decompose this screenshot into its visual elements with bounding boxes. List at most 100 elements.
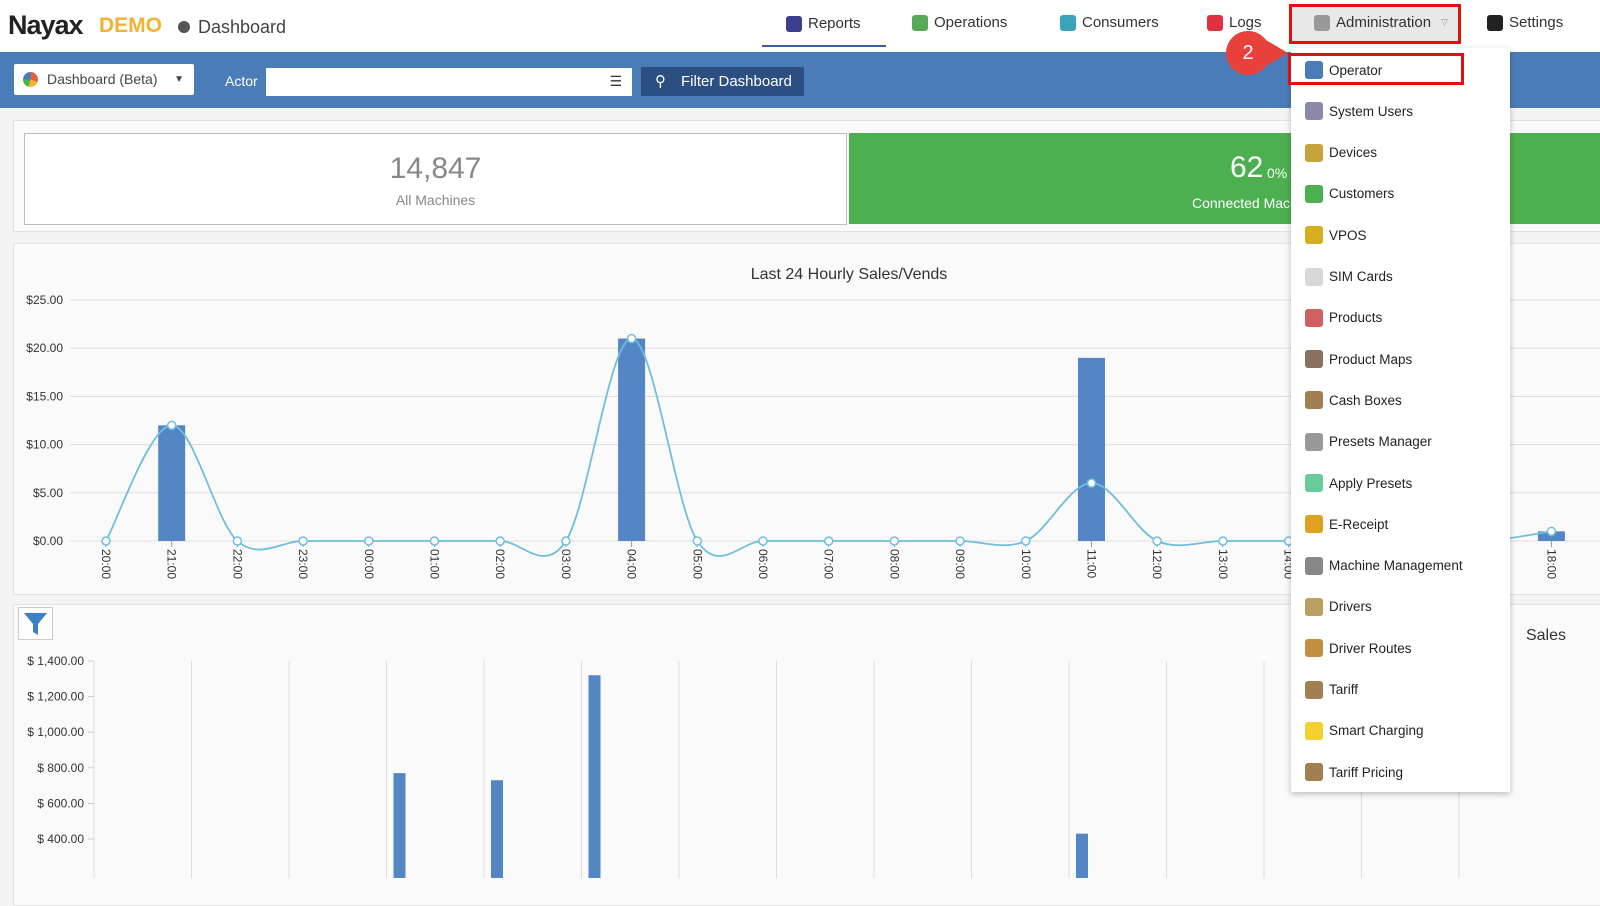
- menu-text: Tariff Pricing: [1329, 764, 1404, 780]
- menu-text: Tariff: [1329, 682, 1359, 697]
- point: [758, 536, 768, 546]
- nav-text: Consumers: [1082, 14, 1159, 31]
- menu-item[interactable]: Customers: [1305, 184, 1394, 203]
- menu-icon: [1305, 143, 1323, 162]
- select-text: Dashboard (Beta): [47, 71, 158, 87]
- filter-button[interactable]: ⚲ Filter Dashboard: [641, 67, 804, 96]
- menu-icon: [1305, 432, 1323, 451]
- menu-icon: [1305, 267, 1323, 286]
- point: [955, 536, 965, 546]
- x-tick-label: 21:00: [165, 549, 179, 579]
- nav-icon: [1060, 14, 1076, 31]
- point: [298, 536, 308, 546]
- menu-item[interactable]: Drivers: [1305, 597, 1372, 616]
- point: [692, 536, 703, 546]
- step-badge: 2: [1226, 30, 1288, 76]
- y-tick-label: $ 1,000.00: [27, 725, 84, 739]
- y-tick-label: $10.00: [26, 438, 63, 452]
- menu-icon: [1305, 639, 1323, 658]
- bar: [1537, 531, 1565, 541]
- kpi-suffix: 0%: [1267, 165, 1288, 181]
- point: [1152, 536, 1162, 546]
- kpi-label: Connected Machines: [1192, 195, 1324, 211]
- menu-text: Apply Presets: [1329, 475, 1413, 491]
- menu-text: Products: [1329, 310, 1383, 326]
- menu-item[interactable]: Apply Presets: [1305, 474, 1412, 492]
- point: [561, 536, 571, 546]
- logo-badge: DEMO: [99, 14, 162, 37]
- menu-item[interactable]: VPOS: [1305, 226, 1367, 245]
- menu-icon: [1305, 61, 1323, 79]
- menu-item[interactable]: Tariff Pricing: [1305, 763, 1404, 782]
- y-tick-label: $15.00: [26, 389, 63, 403]
- nav-item[interactable]: Reports: [786, 15, 861, 32]
- menu-item[interactable]: E-Receipt: [1305, 515, 1389, 534]
- menu-icon: [1305, 391, 1323, 410]
- menu-icon: [1305, 763, 1323, 782]
- menu-text: E-Receipt: [1329, 516, 1389, 532]
- menu-text: Smart Charging: [1329, 723, 1424, 739]
- dot: [178, 21, 190, 33]
- nav-item[interactable]: Logs: [1207, 14, 1262, 31]
- menu-item[interactable]: Machine Management: [1305, 556, 1463, 575]
- x-tick-label: 09:00: [953, 549, 967, 579]
- point: [101, 536, 111, 546]
- nav-icon: [1207, 14, 1223, 31]
- highlight-box: [1288, 53, 1464, 85]
- point: [1086, 478, 1097, 488]
- bar: [588, 675, 601, 878]
- x-tick-label: 12:00: [1150, 549, 1164, 579]
- menu-text: SIM Cards: [1329, 269, 1393, 284]
- bar: [1078, 357, 1105, 541]
- menu-item[interactable]: System Users: [1305, 102, 1413, 121]
- nav-item[interactable]: Consumers: [1060, 14, 1159, 31]
- menu-item[interactable]: Presets Manager: [1305, 432, 1432, 451]
- menu-item[interactable]: Devices: [1305, 143, 1377, 162]
- x-tick-label: 07:00: [822, 549, 836, 579]
- nav-item[interactable]: Settings: [1487, 14, 1563, 31]
- kpi-value: 62: [1230, 151, 1264, 184]
- menu-text: VPOS: [1329, 227, 1367, 243]
- x-tick-label: 20:00: [99, 549, 113, 579]
- menu-item[interactable]: SIM Cards: [1305, 267, 1393, 286]
- header: Nayax DEMO Dashboard Reports Operations Co…: [0, 0, 1600, 52]
- y-tick-label: $5.00: [33, 486, 63, 500]
- nav-item[interactable]: Administration ▽: [1314, 14, 1448, 31]
- menu-icon: [1305, 515, 1323, 534]
- menu-item[interactable]: Tariff: [1305, 680, 1359, 699]
- actor-label: Actor: [225, 73, 258, 89]
- menu-item[interactable]: Operator: [1305, 61, 1382, 79]
- y-tick-label: $20.00: [26, 341, 63, 355]
- point: [1546, 526, 1557, 537]
- menu-item[interactable]: Products: [1305, 308, 1383, 327]
- x-tick-label: 10:00: [1019, 549, 1033, 579]
- nav-icon: [786, 15, 802, 32]
- filter-toggle[interactable]: [18, 607, 53, 640]
- menu-text: Operator: [1329, 62, 1383, 78]
- point: [429, 536, 440, 546]
- menu-item[interactable]: Driver Routes: [1305, 639, 1412, 658]
- actor-input[interactable]: ☰: [266, 68, 632, 96]
- menu-item[interactable]: Cash Boxes: [1305, 391, 1402, 410]
- menu-icon: [1305, 350, 1323, 369]
- menu-item[interactable]: Product Maps: [1305, 350, 1412, 369]
- menu-text: Cash Boxes: [1329, 392, 1402, 408]
- step-number: 2: [1242, 42, 1253, 64]
- nav-icon: [1314, 14, 1330, 31]
- menu-icon: [1305, 474, 1323, 492]
- menu-item[interactable]: Smart Charging: [1305, 721, 1424, 740]
- dashboard-select[interactable]: Dashboard (Beta) ▼: [14, 64, 194, 95]
- nav-item[interactable]: Operations: [912, 14, 1007, 31]
- kpi-label: All Machines: [395, 192, 476, 208]
- x-tick-label: 04:00: [625, 549, 639, 579]
- nav-text: Operations: [934, 14, 1008, 31]
- x-tick-label: 23:00: [296, 549, 310, 579]
- point: [889, 536, 900, 546]
- point: [495, 536, 505, 546]
- x-tick-label: 18:00: [1544, 549, 1558, 579]
- menu-text: Driver Routes: [1329, 640, 1412, 656]
- bar: [393, 773, 406, 878]
- menu-icon: [1305, 597, 1323, 616]
- caret: ▽: [1441, 17, 1448, 27]
- logo[interactable]: Nayax: [8, 10, 84, 40]
